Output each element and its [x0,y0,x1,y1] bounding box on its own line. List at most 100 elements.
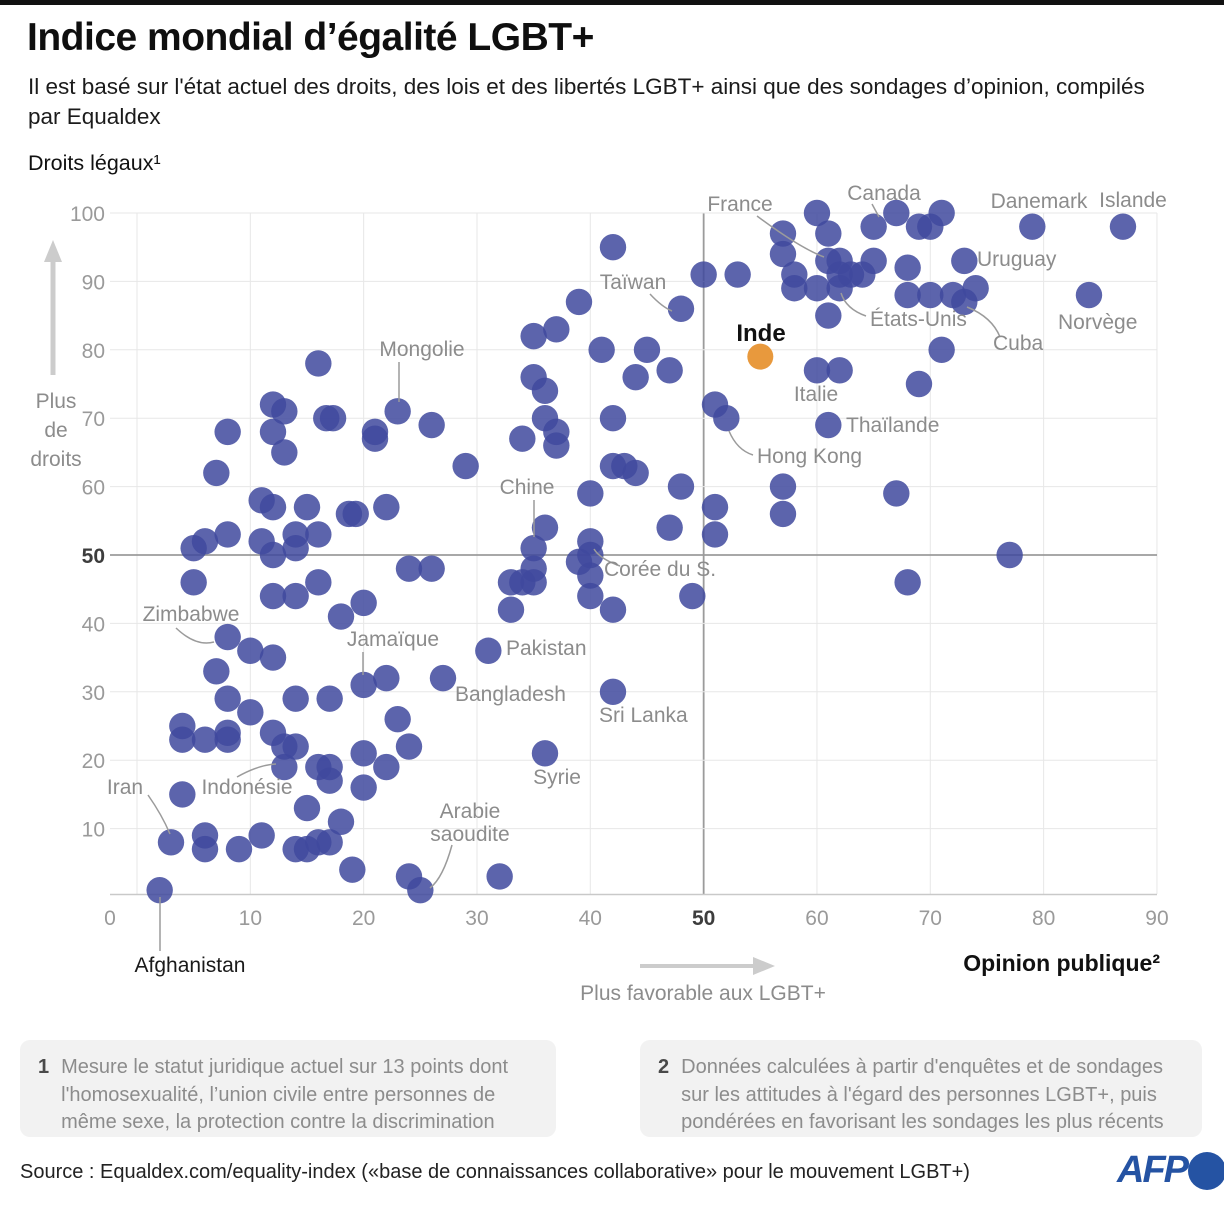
country-label: Cuba [993,332,1044,355]
country-dot [951,247,978,275]
country-dot [599,405,627,432]
page-title: Indice mondial d’égalité LGBT+ [27,16,594,59]
country-dot [327,808,355,835]
country-label: Bangladesh [455,683,566,706]
country-dot [361,425,389,452]
country-dot [769,473,797,500]
annotation-pointer [840,292,867,317]
annotation-pointer [966,306,1001,338]
country-dot [577,562,604,589]
country-dot [180,569,207,596]
country-dot [520,322,547,350]
country-dot [327,603,355,630]
country-dot [656,514,683,541]
country-dot [1109,213,1137,240]
country-label: Uruguay [977,248,1057,271]
country-dot [588,336,615,363]
country-dot [803,275,831,302]
country-label: Mongolie [379,338,464,361]
country-dot [815,302,842,329]
country-dot [169,781,196,808]
y-tick-label: 10 [82,819,105,842]
y-tick-label: 60 [82,477,105,500]
x-tick-label: 60 [805,907,828,930]
country-dot [599,678,627,705]
country-dot [407,876,434,904]
country-dot [271,753,298,781]
country-label: Indonésie [201,776,292,799]
country-dot [384,705,411,733]
country-dot [316,767,343,794]
country-dot [1019,213,1046,240]
country-dot [803,199,831,227]
country-dot [259,418,287,446]
country-dot [350,740,377,767]
country-dot [894,281,921,309]
x-tick-label: 0 [104,907,116,930]
country-dot [214,521,241,548]
country-dot [305,569,332,596]
country-label: Pakistan [506,637,587,660]
country-dot [214,726,241,753]
country-dot [690,261,717,288]
country-dot [679,582,706,610]
country-label: Norvège [1058,311,1137,334]
afp-logo-text: AFP [1117,1149,1189,1191]
country-dot [577,582,604,610]
country-dot [928,336,955,363]
country-label: Syrie [533,766,581,789]
country-dot [373,753,400,781]
country-label: Jamaïque [347,628,439,651]
footnote-2: 2 Données calculées à partir d'enquêtes … [640,1040,1202,1137]
annotation-pointer [871,203,880,218]
y-axis-title: Droits légaux¹ [28,151,161,175]
country-dot [724,261,751,288]
country-label: Hong Kong [757,445,862,468]
country-label: saoudite [430,823,509,846]
country-label: Islande [1099,189,1167,212]
country-dot [622,459,649,487]
country-dot [373,493,400,521]
country-label: Danemark [991,190,1088,213]
page-subtitle: Il est basé sur l'état actuel des droits… [28,74,1145,129]
country-dot [701,521,729,548]
country-dot [599,596,627,623]
x-arrow-label: Plus favorable aux LGBT+ [580,982,826,1005]
country-dot [599,234,627,261]
country-dot [259,644,287,671]
country-dot [157,829,185,856]
country-dot [1075,281,1103,309]
y-arrow-label: Plus [36,390,77,413]
country-dot [769,240,797,268]
country-dot [342,500,369,528]
footnote-1: 1 Mesure le statut juridique actuel sur … [20,1040,556,1137]
country-dot [452,452,479,480]
country-dot [259,493,287,521]
country-dot [996,541,1023,569]
country-dot [815,220,842,247]
country-dot [509,425,536,452]
country-dot [803,357,831,384]
country-dot [883,480,910,507]
country-label: États-Unis [870,308,967,331]
country-dot [781,275,808,302]
country-dot [577,480,604,507]
y-tick-label: 80 [82,340,105,363]
country-dot [565,288,593,316]
country-dot [418,555,445,582]
country-dot [622,363,649,391]
country-dot [769,500,797,528]
country-dot [497,596,525,623]
country-label: Chine [500,476,555,499]
y-tick-label: 30 [82,682,105,705]
country-dot [214,623,241,651]
country-dot [667,295,695,322]
country-label: France [707,193,772,216]
top-bar [0,0,1224,5]
country-dot [849,261,876,288]
x-axis-title: Opinion publique² [963,950,1160,976]
country-dot [203,658,230,685]
country-dot [350,671,377,699]
footnote-1-number: 1 [38,1056,50,1078]
